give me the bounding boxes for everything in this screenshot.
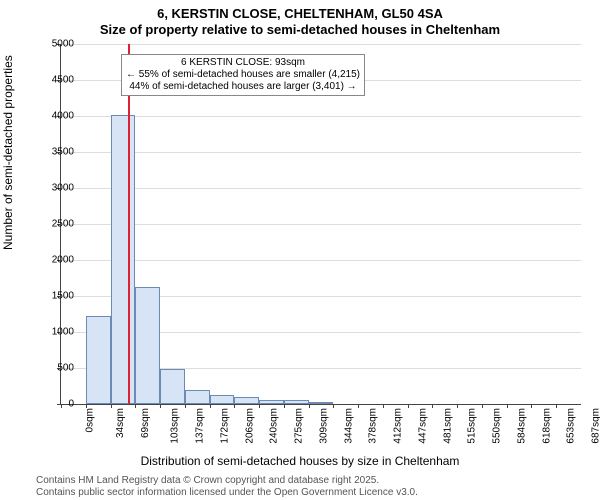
- annotation-line-2: ← 55% of semi-detached houses are smalle…: [126, 69, 360, 81]
- annotation-box: 6 KERSTIN CLOSE: 93sqm← 55% of semi-deta…: [121, 54, 365, 96]
- xtick-mark: [259, 404, 260, 408]
- xtick-label: 344sqm: [343, 408, 354, 444]
- gridline: [61, 224, 581, 225]
- ytick-label: 4000: [52, 111, 74, 122]
- ytick-label: 500: [57, 363, 74, 374]
- xtick-label: 137sqm: [195, 408, 206, 444]
- chart-title-main: 6, KERSTIN CLOSE, CHELTENHAM, GL50 4SA: [0, 6, 600, 21]
- xtick-mark: [61, 404, 62, 408]
- xtick-mark: [309, 404, 310, 408]
- footer-copyright-2: Contains public sector information licen…: [36, 487, 418, 498]
- xtick-label: 34sqm: [115, 408, 126, 438]
- xtick-mark: [210, 404, 211, 408]
- ytick-label: 0: [68, 399, 74, 410]
- xtick-label: 0sqm: [84, 408, 95, 432]
- xtick-label: 378sqm: [368, 408, 379, 444]
- xtick-mark: [234, 404, 235, 408]
- xtick-label: 172sqm: [219, 408, 230, 444]
- xtick-mark: [160, 404, 161, 408]
- histogram-bar: [86, 316, 111, 404]
- ytick-label: 2000: [52, 255, 74, 266]
- histogram-bar: [284, 400, 309, 404]
- annotation-line-1: 6 KERSTIN CLOSE: 93sqm: [126, 57, 360, 69]
- footer-copyright-1: Contains HM Land Registry data © Crown c…: [36, 475, 379, 486]
- gridline: [61, 152, 581, 153]
- ytick-label: 2500: [52, 219, 74, 230]
- xtick-mark: [507, 404, 508, 408]
- ytick-label: 1000: [52, 327, 74, 338]
- xtick-label: 412sqm: [393, 408, 404, 444]
- xtick-label: 103sqm: [170, 408, 181, 444]
- xtick-label: 515sqm: [467, 408, 478, 444]
- xtick-mark: [482, 404, 483, 408]
- gridline: [61, 44, 581, 45]
- xtick-mark: [432, 404, 433, 408]
- xtick-mark: [556, 404, 557, 408]
- xtick-mark: [284, 404, 285, 408]
- xtick-mark: [383, 404, 384, 408]
- xtick-label: 550sqm: [492, 408, 503, 444]
- xtick-label: 618sqm: [541, 408, 552, 444]
- histogram-bar: [259, 400, 284, 404]
- xtick-mark: [408, 404, 409, 408]
- xtick-mark: [111, 404, 112, 408]
- xtick-mark: [531, 404, 532, 408]
- xtick-mark: [358, 404, 359, 408]
- xtick-mark: [185, 404, 186, 408]
- plot-area: 6 KERSTIN CLOSE: 93sqm← 55% of semi-deta…: [60, 44, 581, 405]
- ytick-label: 4500: [52, 75, 74, 86]
- xtick-label: 309sqm: [318, 408, 329, 444]
- ytick-label: 5000: [52, 39, 74, 50]
- histogram-bar: [160, 369, 185, 404]
- xtick-label: 275sqm: [294, 408, 305, 444]
- ytick-label: 3500: [52, 147, 74, 158]
- xtick-mark: [135, 404, 136, 408]
- gridline: [61, 188, 581, 189]
- xtick-mark: [457, 404, 458, 408]
- histogram-bar: [234, 397, 259, 404]
- ytick-label: 1500: [52, 291, 74, 302]
- xtick-label: 653sqm: [566, 408, 577, 444]
- histogram-bar: [135, 287, 160, 404]
- histogram-bar: [309, 402, 334, 404]
- xtick-label: 447sqm: [417, 408, 428, 444]
- histogram-bar: [111, 115, 136, 404]
- histogram-bar: [185, 390, 210, 404]
- xtick-label: 240sqm: [269, 408, 280, 444]
- gridline: [61, 260, 581, 261]
- gridline: [61, 116, 581, 117]
- property-marker-line: [128, 44, 130, 404]
- xtick-label: 69sqm: [140, 408, 151, 438]
- histogram-bar: [210, 395, 235, 404]
- xtick-label: 584sqm: [517, 408, 528, 444]
- chart-title-sub: Size of property relative to semi-detach…: [0, 22, 600, 37]
- xtick-label: 481sqm: [442, 408, 453, 444]
- xtick-label: 206sqm: [244, 408, 255, 444]
- xtick-label: 687sqm: [591, 408, 600, 444]
- annotation-line-3: 44% of semi-detached houses are larger (…: [126, 81, 360, 93]
- xtick-mark: [333, 404, 334, 408]
- y-axis-label: Number of semi-detached properties: [1, 55, 15, 250]
- x-axis-label: Distribution of semi-detached houses by …: [0, 454, 600, 468]
- ytick-label: 3000: [52, 183, 74, 194]
